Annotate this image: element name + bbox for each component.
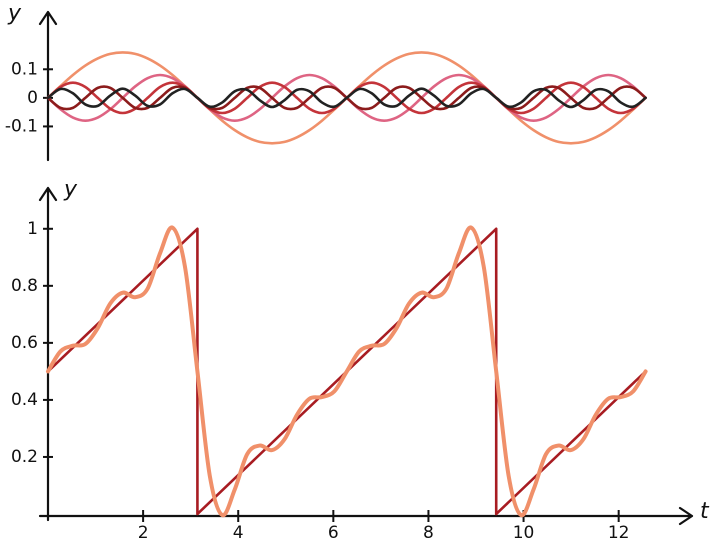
y-tick-label: 0.8 <box>11 276 38 296</box>
y-axis-label: y <box>7 1 22 26</box>
x-tick-label: 12 <box>608 523 630 543</box>
y-tick-label: 1 <box>27 219 38 239</box>
x-tick-label: 2 <box>138 523 149 543</box>
x-axis-label: t <box>700 499 710 524</box>
y-tick-label: 0.2 <box>11 447 38 467</box>
series-line <box>46 225 648 518</box>
y-tick-label: 0.6 <box>11 333 38 353</box>
x-tick-label: 4 <box>233 523 244 543</box>
y-axis-bottom <box>38 186 58 522</box>
series-line <box>46 87 647 109</box>
y-axis-label: y <box>63 177 78 202</box>
y-tick-label: 0.4 <box>11 390 38 410</box>
y-tick-label: 0 <box>27 88 38 108</box>
x-tick-label: 6 <box>328 523 339 543</box>
y-tick-label: 0.1 <box>11 59 38 79</box>
y-tick-label: -0.1 <box>5 116 38 136</box>
x-axis <box>38 506 694 526</box>
y-axis-top <box>38 10 58 162</box>
x-tick-label: 10 <box>513 523 535 543</box>
x-tick-label: 8 <box>423 523 434 543</box>
